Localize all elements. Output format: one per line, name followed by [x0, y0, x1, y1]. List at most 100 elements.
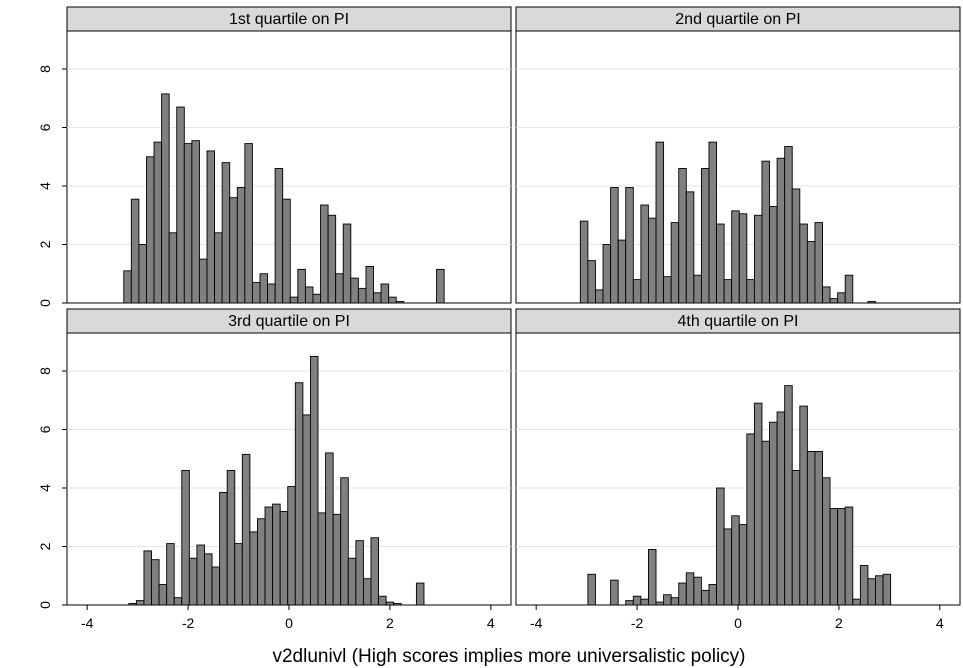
histogram-bar	[415, 582, 425, 606]
histogram-bar	[325, 452, 334, 606]
histogram-bar	[198, 258, 208, 304]
y-tick-label: 2	[37, 542, 53, 550]
histogram-bar	[670, 597, 680, 606]
histogram-bar	[388, 296, 397, 304]
histogram-bar	[859, 565, 869, 606]
axes: 0 2 4 6 8 0 2 4 6 8 -4 -2 0 2 4 -4 -2 0 2 4	[37, 65, 944, 631]
histogram-bar	[746, 433, 755, 606]
y-tick-label: 8	[37, 65, 53, 73]
histogram-bar	[663, 276, 672, 304]
histogram-bar	[822, 477, 831, 606]
histogram-bar	[264, 506, 274, 606]
histogram-bar	[373, 292, 382, 304]
histogram-bar	[852, 598, 861, 606]
histogram-bar	[844, 506, 854, 606]
x-tick-label: 2	[386, 615, 394, 631]
histogram-bar	[355, 540, 364, 606]
histogram-bar	[317, 512, 327, 606]
x-tick-label: 2	[835, 615, 843, 631]
panel-title: 3rd quartile on PI	[228, 313, 350, 330]
histogram-bar	[204, 553, 213, 606]
histogram-bar	[138, 244, 147, 304]
histogram-bar	[822, 286, 831, 304]
histogram-bar	[128, 603, 137, 606]
histogram-bar	[814, 222, 823, 304]
x-tick-label: 0	[285, 615, 293, 631]
histogram-bar	[274, 168, 284, 304]
histogram-bar	[663, 594, 672, 606]
panels: 1st quartile on PI 2nd quartile on PI 3rd …	[66, 6, 961, 606]
y-tick-label: 6	[37, 425, 53, 433]
histogram-bar	[829, 508, 839, 606]
y-tick-label: 2	[37, 240, 53, 248]
histogram-bar	[685, 191, 695, 304]
histogram-bar	[746, 279, 755, 304]
histogram-bar	[693, 576, 702, 606]
histogram-bar	[640, 204, 649, 304]
panel-title: 1st quartile on PI	[229, 11, 349, 28]
x-tick-label: 4	[936, 615, 944, 631]
histogram-bar	[173, 597, 183, 606]
histogram-bar	[799, 405, 808, 606]
x-tick-label: -4	[530, 615, 543, 631]
histogram-bar	[700, 168, 710, 304]
histogram-bar	[206, 150, 216, 304]
histogram-bar	[632, 595, 642, 606]
histogram-bar	[282, 198, 291, 304]
histogram-bar	[350, 277, 359, 304]
histogram-bar	[309, 355, 319, 606]
histogram-bar	[153, 141, 163, 304]
histogram-bar	[837, 508, 846, 606]
histogram-bar	[753, 214, 763, 304]
histogram-bar	[700, 589, 710, 606]
histogram-bar	[146, 156, 155, 304]
histogram-bar	[587, 573, 596, 606]
histogram-bar	[769, 206, 778, 304]
histogram-bar	[678, 168, 687, 304]
histogram-bar	[378, 595, 387, 606]
panel-title: 2nd quartile on PI	[675, 11, 800, 28]
histogram-bar	[168, 232, 178, 304]
x-axis-title: v2dlunivl (High scores implies more univ…	[272, 646, 745, 667]
histogram-bar	[176, 106, 185, 304]
histogram-bar	[294, 382, 304, 606]
histogram-bar	[776, 411, 786, 606]
histogram-bar	[769, 421, 778, 606]
histogram-bar	[347, 557, 357, 606]
histogram-bar	[806, 451, 816, 606]
histogram-bar	[579, 220, 589, 304]
histogram-bar	[791, 188, 801, 304]
histogram-bar	[249, 531, 258, 606]
histogram-bar	[158, 584, 168, 606]
histogram-bar	[610, 187, 619, 304]
histogram-bar	[135, 600, 145, 606]
histogram-bar	[761, 440, 770, 606]
histogram-bar	[183, 143, 193, 304]
histogram-bar	[181, 470, 190, 606]
panel-title: 4th quartile on PI	[678, 313, 799, 330]
histogram-bar	[685, 572, 695, 606]
histogram-bar	[875, 575, 884, 606]
histogram-bar	[226, 470, 236, 606]
histogram-bar	[716, 223, 725, 304]
histogram-bar	[191, 140, 200, 304]
histogram-bar	[380, 283, 390, 304]
histogram-bar	[625, 187, 634, 304]
histogram-bar	[837, 292, 846, 304]
histogram-bar	[211, 566, 221, 606]
histogram-bar	[342, 223, 352, 304]
histogram-bar	[784, 146, 793, 304]
histogram-bar	[693, 274, 702, 304]
histogram-bar	[610, 579, 619, 606]
histogram-bar	[335, 273, 344, 304]
histogram-bar	[332, 513, 342, 606]
panel-strip	[515, 6, 961, 32]
histogram-bar	[362, 578, 372, 606]
histogram-bar	[395, 301, 405, 304]
histogram-bar	[219, 491, 228, 606]
histogram-bar	[602, 244, 612, 304]
histogram-bar	[436, 268, 445, 304]
histogram-bar	[393, 603, 402, 606]
histogram-bar	[357, 287, 367, 304]
histogram-bar	[799, 223, 808, 304]
